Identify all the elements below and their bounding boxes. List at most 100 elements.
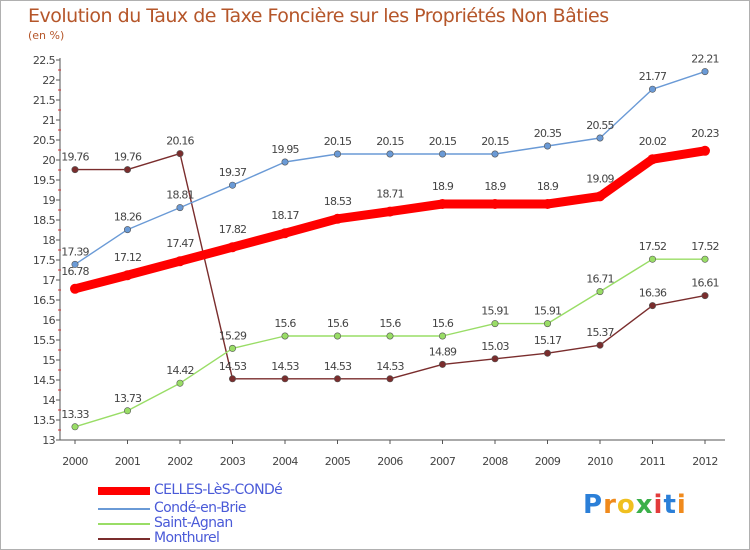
data-point <box>542 199 553 209</box>
data-label: 15.6 <box>274 317 296 330</box>
legend-swatch-conde <box>98 508 150 510</box>
data-label: 20.15 <box>429 135 457 148</box>
data-label: 17.52 <box>639 240 667 253</box>
data-label: 15.6 <box>327 317 349 330</box>
data-label: 15.91 <box>481 305 509 318</box>
legend-item-monthurel: Monthurel <box>98 530 378 546</box>
x-tick-label: 2007 <box>430 455 456 468</box>
data-point <box>648 85 656 93</box>
data-point <box>333 150 341 158</box>
data-label: 17.47 <box>166 237 194 250</box>
x-tick-label: 2004 <box>272 455 298 468</box>
data-point <box>71 423 79 431</box>
legend-label-conde: Condé-en-Brie <box>154 500 246 516</box>
data-point <box>229 181 237 189</box>
y-tick-label: 19.5 <box>33 174 56 187</box>
data-label: 14.53 <box>376 360 404 373</box>
data-label: 13.73 <box>114 392 142 405</box>
data-label: 16.78 <box>61 265 89 278</box>
data-point <box>332 213 343 224</box>
data-label: 15.17 <box>534 334 562 347</box>
data-label: 18.26 <box>114 211 142 224</box>
data-point <box>71 260 79 268</box>
legend-item-saint-agnan: Saint-Agnan <box>98 515 378 531</box>
proxiti-logo: Proxiti <box>583 490 687 520</box>
data-label: 18.9 <box>432 180 454 193</box>
data-point <box>596 341 604 349</box>
data-point <box>701 292 709 300</box>
data-point <box>648 302 656 310</box>
data-label: 19.37 <box>219 166 247 179</box>
data-point <box>385 206 395 217</box>
data-label: 15.03 <box>481 340 509 353</box>
y-tick-label: 22 <box>42 74 55 87</box>
data-point <box>333 375 341 383</box>
data-point <box>543 320 551 328</box>
data-point <box>438 332 446 340</box>
data-point <box>70 283 80 294</box>
y-tick-label: 15.5 <box>33 334 56 347</box>
data-point <box>491 150 499 158</box>
y-tick-label: 19 <box>42 194 55 207</box>
y-tick-label: 21.5 <box>33 94 56 107</box>
logo-letter: i <box>676 490 687 520</box>
data-label: 20.23 <box>691 127 719 140</box>
data-point <box>229 375 237 383</box>
data-label: 22.21 <box>691 53 719 66</box>
legend-swatch-celles <box>98 487 150 495</box>
legend-item-celles: CELLES-LèS-CONDé <box>98 482 378 498</box>
data-label: 20.15 <box>481 135 509 148</box>
data-point <box>175 256 185 267</box>
data-point <box>491 355 499 363</box>
chart-title: Evolution du Taux de Taxe Foncière sur l… <box>28 5 609 27</box>
data-label: 17.12 <box>114 251 142 264</box>
data-point <box>124 407 132 415</box>
legend-item-conde: Condé-en-Brie <box>98 500 378 516</box>
x-tick-label: 2012 <box>692 455 718 468</box>
data-point <box>543 349 551 357</box>
y-tick-label: 15 <box>42 354 55 367</box>
data-label: 18.17 <box>271 209 299 222</box>
y-tick-label: 18.5 <box>33 214 56 227</box>
data-point <box>176 204 184 212</box>
x-tick-label: 2010 <box>587 455 613 468</box>
data-label: 17.82 <box>219 223 247 236</box>
chart-unit-label: (en %) <box>28 29 65 42</box>
data-label: 14.53 <box>271 360 299 373</box>
data-point <box>281 375 289 383</box>
data-label: 18.9 <box>537 180 559 193</box>
data-label: 20.15 <box>324 135 352 148</box>
data-point <box>438 360 446 368</box>
data-point <box>176 150 184 158</box>
data-point <box>176 379 184 387</box>
data-point <box>71 166 79 174</box>
data-point <box>596 134 604 142</box>
data-label: 18.9 <box>484 180 506 193</box>
x-tick-label: 2002 <box>167 455 193 468</box>
data-label: 19.76 <box>61 151 89 164</box>
legend-swatch-monthurel <box>98 538 150 540</box>
data-label: 20.55 <box>586 119 614 132</box>
logo-letter: i <box>653 490 664 520</box>
y-tick-label: 14 <box>42 394 55 407</box>
data-label: 14.53 <box>324 360 352 373</box>
data-label: 14.53 <box>219 360 247 373</box>
data-point <box>281 158 289 166</box>
y-tick-label: 17 <box>42 274 55 287</box>
legend-label-monthurel: Monthurel <box>154 530 220 546</box>
data-point <box>229 344 237 352</box>
data-label: 18.71 <box>376 188 404 201</box>
x-tick-label: 2009 <box>535 455 561 468</box>
data-label: 20.35 <box>534 127 562 140</box>
data-point <box>701 68 709 76</box>
data-label: 20.15 <box>376 135 404 148</box>
data-label: 19.95 <box>271 143 299 156</box>
data-label: 21.77 <box>639 70 667 83</box>
data-point <box>386 150 394 158</box>
data-point <box>280 228 290 239</box>
data-point <box>648 255 656 263</box>
x-tick-label: 2011 <box>640 455 666 468</box>
data-label: 20.02 <box>639 135 667 148</box>
data-point <box>596 288 604 296</box>
